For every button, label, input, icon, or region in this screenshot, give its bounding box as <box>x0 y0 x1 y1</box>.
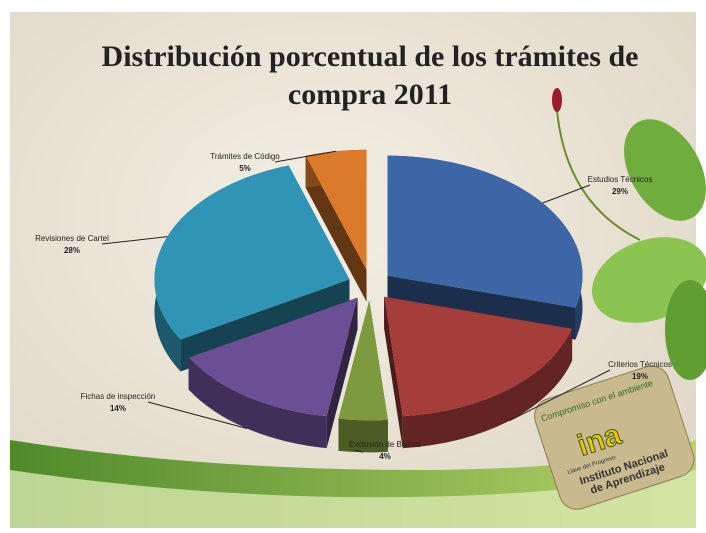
data-label: 19% <box>632 372 648 381</box>
data-label-name: Exclusión de Bienes <box>349 440 421 449</box>
data-label: 5% <box>239 164 251 173</box>
data-label-name: Revisiones de Cartel <box>35 234 109 243</box>
slide: Compromiso con el ambiente ina Llave del… <box>0 0 706 533</box>
chart-title: Distribución porcentual de los trámites … <box>90 38 650 114</box>
data-label-name: Fichas de inspección <box>81 392 156 401</box>
data-label: 4% <box>379 452 391 461</box>
data-label: 14% <box>110 404 126 413</box>
data-label-name: Estudios Técnicos <box>588 175 653 184</box>
data-label-name: Criterios Técnicos <box>608 360 672 369</box>
data-label: 28% <box>64 246 80 255</box>
data-label-name: Trámites de Código <box>210 152 280 161</box>
data-label: 29% <box>612 187 628 196</box>
